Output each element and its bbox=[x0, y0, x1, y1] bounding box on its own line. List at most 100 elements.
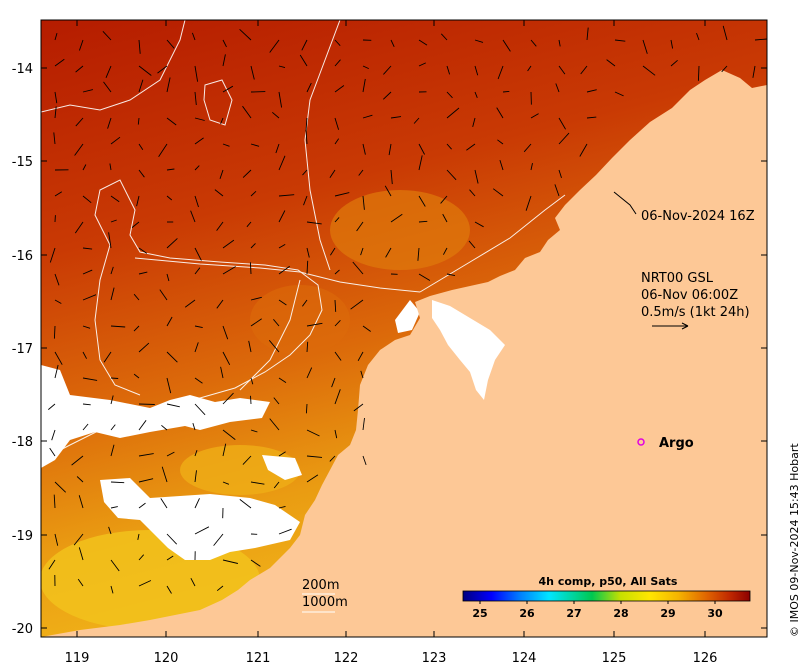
current-vector bbox=[554, 184, 560, 197]
current-vector bbox=[242, 455, 252, 465]
current-vector bbox=[334, 319, 341, 327]
current-vector bbox=[530, 113, 539, 119]
glider-track bbox=[613, 191, 637, 215]
cloud-mask bbox=[100, 478, 300, 560]
current-vector bbox=[334, 269, 340, 275]
current-vector bbox=[166, 377, 172, 394]
current-vector bbox=[166, 451, 175, 457]
colorbar-tick-label: 30 bbox=[707, 607, 723, 620]
current-vector bbox=[49, 247, 56, 263]
current-vector bbox=[103, 351, 112, 363]
current-vector bbox=[239, 499, 252, 509]
current-vector bbox=[138, 143, 144, 150]
current-vector bbox=[166, 555, 174, 561]
current-vector bbox=[110, 395, 114, 405]
current-vector bbox=[110, 559, 120, 572]
current-vector bbox=[137, 117, 140, 125]
colorbar-tick-label: 29 bbox=[660, 607, 675, 620]
current-vector bbox=[222, 429, 236, 440]
current-vector bbox=[220, 366, 224, 379]
current-vector bbox=[138, 420, 147, 431]
current-vector bbox=[82, 164, 87, 171]
current-vector bbox=[190, 577, 196, 587]
current-vectors bbox=[48, 25, 767, 594]
current-vector bbox=[110, 266, 114, 275]
current-vector bbox=[54, 58, 65, 67]
current-vector bbox=[306, 221, 322, 225]
map-frame bbox=[40, 19, 768, 638]
current-vector bbox=[166, 195, 173, 201]
current-vector bbox=[105, 65, 112, 78]
current-vector bbox=[558, 132, 570, 145]
current-vector bbox=[110, 287, 115, 301]
current-vector bbox=[166, 585, 172, 594]
current-vector bbox=[138, 478, 154, 483]
current-vector bbox=[82, 89, 94, 93]
current-vector bbox=[161, 466, 168, 483]
current-vector bbox=[362, 455, 367, 466]
y-tick-label: -15 bbox=[12, 155, 33, 170]
x-tick-label: 120 bbox=[154, 651, 179, 666]
current-vector bbox=[250, 395, 252, 405]
current-vector bbox=[75, 117, 84, 127]
land-mass bbox=[41, 70, 767, 637]
current-vector bbox=[334, 429, 338, 439]
current-vector bbox=[418, 195, 426, 207]
current-vector bbox=[138, 39, 141, 54]
current-vector bbox=[413, 117, 420, 124]
current-vector bbox=[110, 444, 115, 457]
current-vector bbox=[213, 533, 224, 546]
current-vector bbox=[74, 143, 84, 156]
colorbar bbox=[462, 590, 751, 602]
current-vector bbox=[278, 265, 290, 275]
current-vector bbox=[502, 90, 510, 93]
current-vector bbox=[303, 195, 308, 206]
current-vector bbox=[306, 455, 323, 458]
current-vector bbox=[76, 476, 84, 483]
current-vector bbox=[670, 39, 674, 49]
current-vector bbox=[302, 299, 308, 307]
isobath-line bbox=[203, 79, 233, 126]
current-vector bbox=[278, 194, 295, 197]
current-vector bbox=[102, 30, 112, 41]
current-vector bbox=[138, 79, 144, 93]
current-vector bbox=[278, 244, 286, 249]
current-vector bbox=[250, 190, 257, 197]
current-vector bbox=[384, 185, 392, 197]
current-vector bbox=[54, 351, 63, 365]
track-time-label: 06-Nov-2024 16Z bbox=[641, 209, 755, 224]
current-vector bbox=[110, 424, 116, 431]
colorbar-tick-label: 28 bbox=[613, 607, 628, 620]
current-vector bbox=[418, 155, 423, 171]
current-vector bbox=[138, 453, 154, 457]
current-vector bbox=[527, 65, 532, 72]
current-model-label: NRT00 GSL bbox=[641, 271, 714, 286]
current-vector bbox=[440, 195, 448, 204]
depth-200-label: 200m bbox=[302, 578, 339, 593]
current-vector bbox=[78, 495, 84, 509]
current-vector bbox=[190, 210, 196, 223]
current-vector bbox=[82, 269, 93, 275]
current-vector bbox=[306, 367, 313, 379]
current-vector bbox=[418, 220, 428, 223]
current-vector bbox=[275, 143, 280, 154]
current-vector bbox=[579, 143, 588, 157]
current-vector bbox=[418, 62, 426, 67]
current-vector bbox=[82, 377, 98, 381]
current-vector bbox=[222, 85, 234, 93]
current-vector bbox=[222, 559, 239, 564]
current-vector bbox=[214, 189, 224, 197]
current-vector bbox=[107, 117, 112, 129]
current-vector bbox=[357, 351, 364, 362]
current-vector bbox=[721, 65, 728, 73]
x-tick-label: 122 bbox=[334, 651, 359, 666]
current-vector bbox=[133, 293, 140, 301]
current-vector bbox=[334, 117, 340, 130]
current-vector bbox=[136, 195, 140, 207]
current-vector bbox=[194, 65, 199, 82]
current-vector bbox=[222, 39, 227, 48]
current-vector bbox=[390, 169, 393, 185]
current-vector bbox=[82, 325, 91, 329]
y-tick-label: -16 bbox=[12, 249, 33, 264]
current-vector bbox=[334, 217, 340, 223]
